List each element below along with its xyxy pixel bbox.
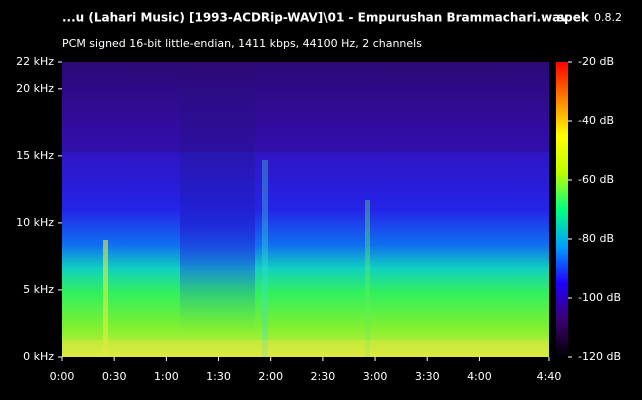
y-tick-label: 10 kHz <box>16 216 54 229</box>
stream-info: PCM signed 16-bit little-endian, 1411 kb… <box>62 37 422 50</box>
x-tick-label: 0:00 <box>50 370 75 383</box>
streak <box>103 240 108 357</box>
streak <box>262 160 268 357</box>
x-tick-label: 1:00 <box>154 370 179 383</box>
low-band <box>62 340 549 357</box>
y-tick-label: 22 kHz <box>16 55 54 68</box>
colorbar-tick-label: -100 dB <box>578 291 621 304</box>
y-tick-label: 15 kHz <box>16 149 54 162</box>
x-tick-label: 4:40 <box>537 370 562 383</box>
x-tick-label: 4:00 <box>467 370 492 383</box>
x-tick-label: 3:00 <box>363 370 388 383</box>
colorbar <box>556 62 568 357</box>
streak <box>365 200 370 357</box>
spectrogram <box>62 62 549 357</box>
app-name: spek <box>557 11 590 25</box>
colorbar-tick-label: -120 dB <box>578 350 621 363</box>
high-band <box>62 62 549 152</box>
app-version: 0.8.2 <box>594 11 622 24</box>
x-tick-label: 2:00 <box>258 370 283 383</box>
x-tick-label: 1:30 <box>206 370 231 383</box>
x-tick-label: 0:30 <box>102 370 127 383</box>
y-tick-label: 20 kHz <box>16 82 54 95</box>
x-tick-label: 3:30 <box>415 370 440 383</box>
spectrogram-image <box>62 62 549 357</box>
quiet-region <box>180 62 255 332</box>
x-tick-label: 2:30 <box>311 370 336 383</box>
y-tick-label: 0 kHz <box>23 350 54 363</box>
colorbar-tick-label: -80 dB <box>578 232 614 245</box>
y-tick-label: 5 kHz <box>23 283 54 296</box>
colorbar-tick-label: -40 dB <box>578 114 614 127</box>
colorbar-tick-label: -20 dB <box>578 55 614 68</box>
file-title: ...u (Lahari Music) [1993-ACDRip-WAV]\01… <box>62 11 568 25</box>
colorbar-tick-label: -60 dB <box>578 173 614 186</box>
